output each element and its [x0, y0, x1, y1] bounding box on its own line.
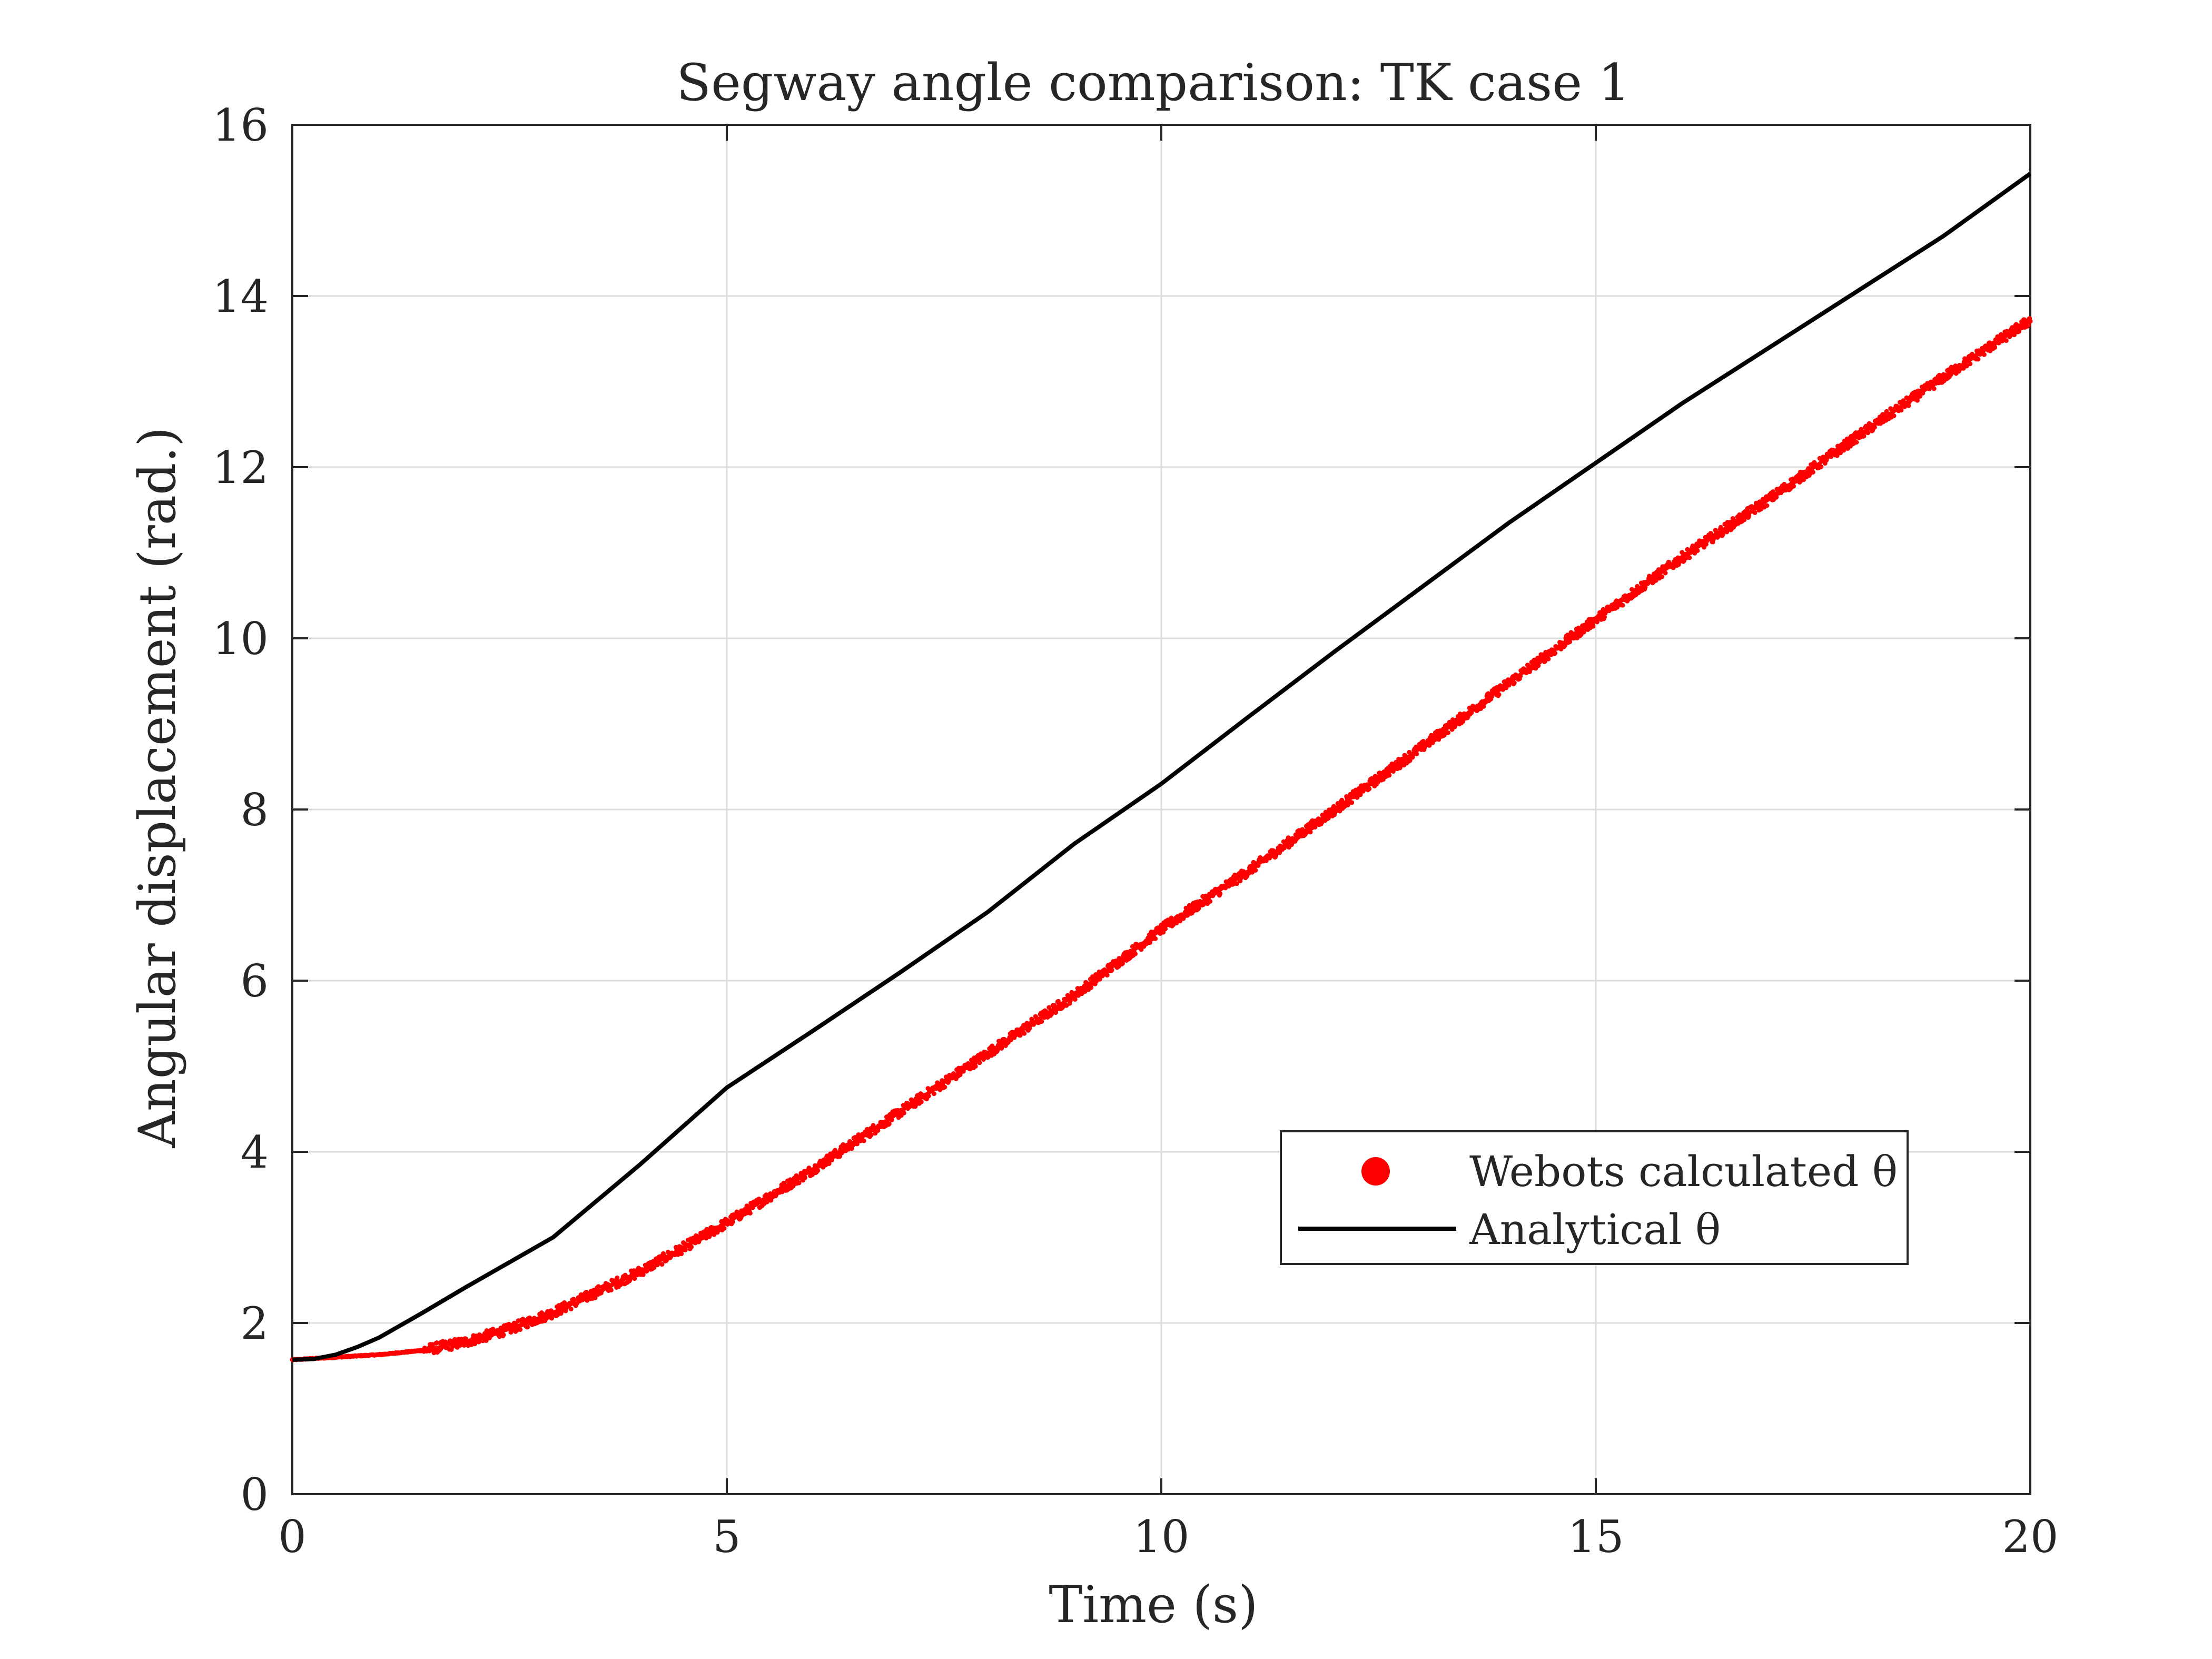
- webots-sample-point: [747, 1211, 753, 1216]
- webots-sample-point: [999, 1045, 1004, 1051]
- grid-lines: [292, 125, 2030, 1494]
- webots-sample-point: [1660, 574, 1665, 579]
- y-tick-label: 12: [212, 442, 269, 493]
- x-tick-label: 20: [2002, 1511, 2059, 1563]
- webots-sample-point: [608, 1287, 614, 1292]
- webots-sample-point: [1764, 503, 1770, 508]
- webots-sample-point: [973, 1064, 978, 1069]
- webots-sample-point: [1620, 603, 1625, 608]
- webots-sample-point: [815, 1168, 821, 1173]
- chart-title: Segway angle comparison: TK case 1: [676, 53, 1630, 112]
- webots-sample-point: [1446, 730, 1450, 735]
- legend-label-webots: Webots calculated θ: [1469, 1147, 1898, 1196]
- webots-sample-point: [1208, 899, 1213, 904]
- webots-sample-point: [1234, 881, 1239, 886]
- axes-frame: [291, 124, 2031, 1495]
- webots-sample-point: [1724, 529, 1730, 535]
- y-tick-label: 0: [241, 1469, 269, 1520]
- legend-marker-webots: [1361, 1157, 1390, 1186]
- webots-sample-point: [1591, 624, 1596, 629]
- webots-sample-point: [1147, 940, 1152, 945]
- webots-sample-point: [1104, 973, 1110, 978]
- y-tick-label: 10: [212, 613, 269, 665]
- webots-sample-point: [1838, 450, 1843, 456]
- x-tick-label: 0: [278, 1511, 306, 1563]
- y-tick-label: 8: [241, 784, 269, 836]
- webots-sample-point: [2012, 332, 2017, 338]
- webots-sample-point: [849, 1146, 854, 1151]
- webots-sample-point: [1436, 737, 1441, 742]
- webots-sample-point: [1791, 483, 1796, 489]
- y-tick-label: 2: [241, 1298, 269, 1349]
- webots-sample-point: [1349, 800, 1355, 805]
- webots-sample-point: [615, 1275, 620, 1280]
- webots-series-trace: [292, 318, 2031, 1362]
- webots-sample-point: [480, 1338, 486, 1344]
- webots-sample-point: [1931, 386, 1937, 391]
- webots-sample-point: [1976, 357, 1981, 362]
- webots-sample-point: [1981, 352, 1987, 357]
- webots-sample-point: [1906, 403, 1911, 408]
- webots-sample-point: [1387, 773, 1392, 778]
- webots-sample-point: [1687, 555, 1692, 560]
- webots-sample-point: [1022, 1031, 1027, 1036]
- webots-sample-point: [1130, 944, 1135, 949]
- webots-sample-point: [596, 1284, 601, 1289]
- x-tick-label: 10: [1133, 1511, 1190, 1563]
- webots-sample-point: [1543, 659, 1547, 664]
- webots-sample-point: [525, 1325, 530, 1330]
- webots-sample-point: [1834, 453, 1840, 458]
- webots-sample-point: [501, 1332, 506, 1337]
- webots-sample-point: [1339, 797, 1345, 803]
- legend-label-analytical: Analytical θ: [1469, 1205, 1721, 1254]
- webots-sample-point: [1178, 919, 1182, 924]
- webots-sample-point: [434, 1340, 439, 1345]
- webots-sample-point: [861, 1138, 866, 1143]
- webots-sample-point: [886, 1121, 892, 1127]
- webots-sample-point: [659, 1262, 665, 1267]
- plot-area: [290, 172, 2033, 1362]
- legend-box: [1280, 1130, 1909, 1265]
- axes: [291, 124, 2031, 1495]
- webots-sample-point: [1546, 656, 1551, 661]
- webots-sample-point: [1308, 829, 1313, 835]
- webots-sample-point: [1819, 464, 1824, 469]
- x-tick-label: 5: [713, 1511, 740, 1563]
- webots-sample-point: [1369, 776, 1375, 781]
- webots-sample-point: [1089, 985, 1094, 990]
- webots-sample-point: [1153, 936, 1158, 941]
- webots-sample-point: [1133, 951, 1138, 956]
- webots-sample-point: [796, 1180, 802, 1186]
- y-tick-label: 4: [241, 1127, 269, 1178]
- webots-sample-point: [1377, 771, 1382, 776]
- legend: Webots calculated θ Analytical θ: [1280, 1130, 1909, 1265]
- webots-sample-point: [1460, 719, 1465, 724]
- webots-sample-point: [1253, 868, 1258, 873]
- webots-sample-point: [1407, 758, 1413, 763]
- y-tick-label: 6: [241, 955, 269, 1007]
- webots-sample-point: [837, 1154, 842, 1159]
- webots-sample-point: [518, 1327, 523, 1332]
- webots-sample-point: [1072, 997, 1078, 1002]
- webots-sample-point: [592, 1295, 598, 1300]
- webots-sample-point: [1884, 409, 1889, 414]
- webots-sample-point: [722, 1226, 727, 1231]
- webots-sample-point: [1039, 1019, 1044, 1024]
- y-tick-label: 14: [212, 271, 269, 322]
- x-axis-label: Time (s): [1049, 1575, 1258, 1634]
- analytical-series-line: [292, 172, 2032, 1362]
- webots-sample-point: [632, 1276, 637, 1281]
- webots-sample-point: [1891, 413, 1897, 418]
- webots-sample-point: [942, 1084, 947, 1090]
- webots-sample-point: [1854, 440, 1859, 445]
- tick-labels: 0 5 10 15 20 0 2 4 6 8 10 12 14 16: [212, 100, 2058, 1563]
- webots-sample-point: [568, 1306, 574, 1311]
- y-axis-label: Angular displacement (rad.): [128, 427, 187, 1149]
- x-tick-label: 15: [1568, 1511, 1624, 1563]
- y-tick-label: 16: [212, 100, 269, 151]
- webots-sample-point: [932, 1091, 936, 1097]
- webots-sample-point: [476, 1339, 481, 1345]
- webots-sample-point: [2003, 338, 2009, 343]
